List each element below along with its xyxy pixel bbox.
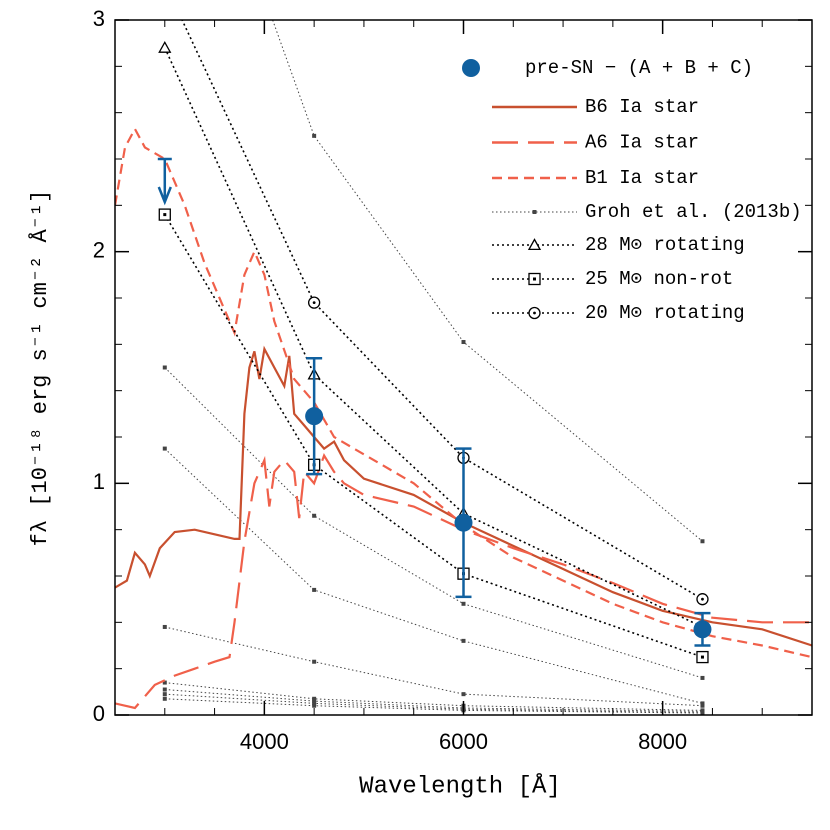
groh-track	[164, 689, 703, 712]
circle-marker-center	[701, 597, 704, 601]
dot-marker	[162, 692, 167, 697]
x-axis-label: Wavelength [Å]	[359, 772, 561, 800]
groh-track	[164, 682, 703, 711]
axes-frame	[114, 19, 813, 716]
dot-marker	[700, 539, 705, 544]
spectrum-line	[115, 452, 812, 710]
observation-point	[305, 407, 324, 426]
y-tick-label: 2	[93, 237, 105, 262]
triangle-marker	[527, 238, 542, 251]
plot-area	[115, 20, 812, 715]
legend-label: 28 M⊙ rotating	[585, 234, 745, 256]
dot-marker	[461, 692, 466, 697]
dot-marker	[312, 659, 317, 664]
legend-label: pre-SN − (A + B + C)	[525, 57, 753, 79]
square-marker-center	[700, 655, 704, 659]
square-marker-center	[533, 277, 536, 281]
groh-track	[164, 448, 703, 704]
observation-point	[454, 513, 473, 532]
dot-marker	[312, 703, 317, 708]
y-tick-label: 0	[93, 701, 105, 726]
dot-marker	[700, 675, 705, 680]
circle-marker-center	[533, 311, 536, 315]
square-marker-center	[163, 213, 167, 217]
legend-swatch	[532, 210, 537, 214]
upper-limit-arrowhead	[157, 186, 172, 206]
dot-marker	[461, 601, 466, 606]
legend-label: Groh et al. (2013b)	[585, 201, 802, 223]
dot-marker	[461, 340, 466, 345]
dot-marker	[162, 365, 167, 370]
dot-marker	[700, 703, 705, 708]
y-tick-label: 3	[93, 6, 105, 31]
legend-label: B1 Ia star	[585, 167, 699, 189]
dot-marker	[312, 696, 317, 701]
groh-track	[164, 693, 703, 714]
model-line	[164, 47, 703, 628]
groh-track	[272, 20, 703, 542]
groh-track	[164, 698, 703, 714]
dot-marker	[162, 687, 167, 692]
dot-marker	[700, 711, 705, 715]
dot-marker	[312, 699, 317, 704]
legend-swatch	[462, 59, 480, 77]
model-line	[181, 20, 703, 600]
groh-track	[164, 367, 703, 679]
dot-marker	[312, 701, 317, 706]
dot-marker	[162, 624, 167, 629]
dot-marker	[162, 696, 167, 701]
circle-marker-center	[312, 301, 316, 305]
y-tick-label: 1	[93, 469, 105, 494]
dot-marker	[312, 513, 317, 518]
dot-marker	[162, 680, 167, 685]
legend-label: 20 M⊙ rotating	[585, 302, 745, 324]
groh-track	[164, 626, 703, 707]
dot-marker	[461, 638, 466, 643]
legend-label: A6 Ia star	[585, 132, 699, 154]
dot-marker	[312, 587, 317, 592]
legend-label: B6 Ia star	[585, 96, 699, 118]
dot-marker	[700, 701, 705, 706]
observation-point	[693, 620, 712, 639]
dot-marker	[312, 133, 317, 138]
dot-marker	[162, 446, 167, 451]
spectrum-line	[115, 126, 812, 659]
y-axis-label: fλ [10⁻¹⁸ erg s⁻¹ cm⁻² Å⁻¹]	[27, 190, 53, 547]
model-line	[164, 214, 703, 658]
x-tick-label: 8000	[638, 729, 687, 754]
legend-label: 25 M⊙ non-rot	[585, 268, 733, 290]
triangle-marker	[158, 40, 172, 53]
x-tick-label: 4000	[240, 729, 289, 754]
x-tick-label: 6000	[439, 729, 488, 754]
